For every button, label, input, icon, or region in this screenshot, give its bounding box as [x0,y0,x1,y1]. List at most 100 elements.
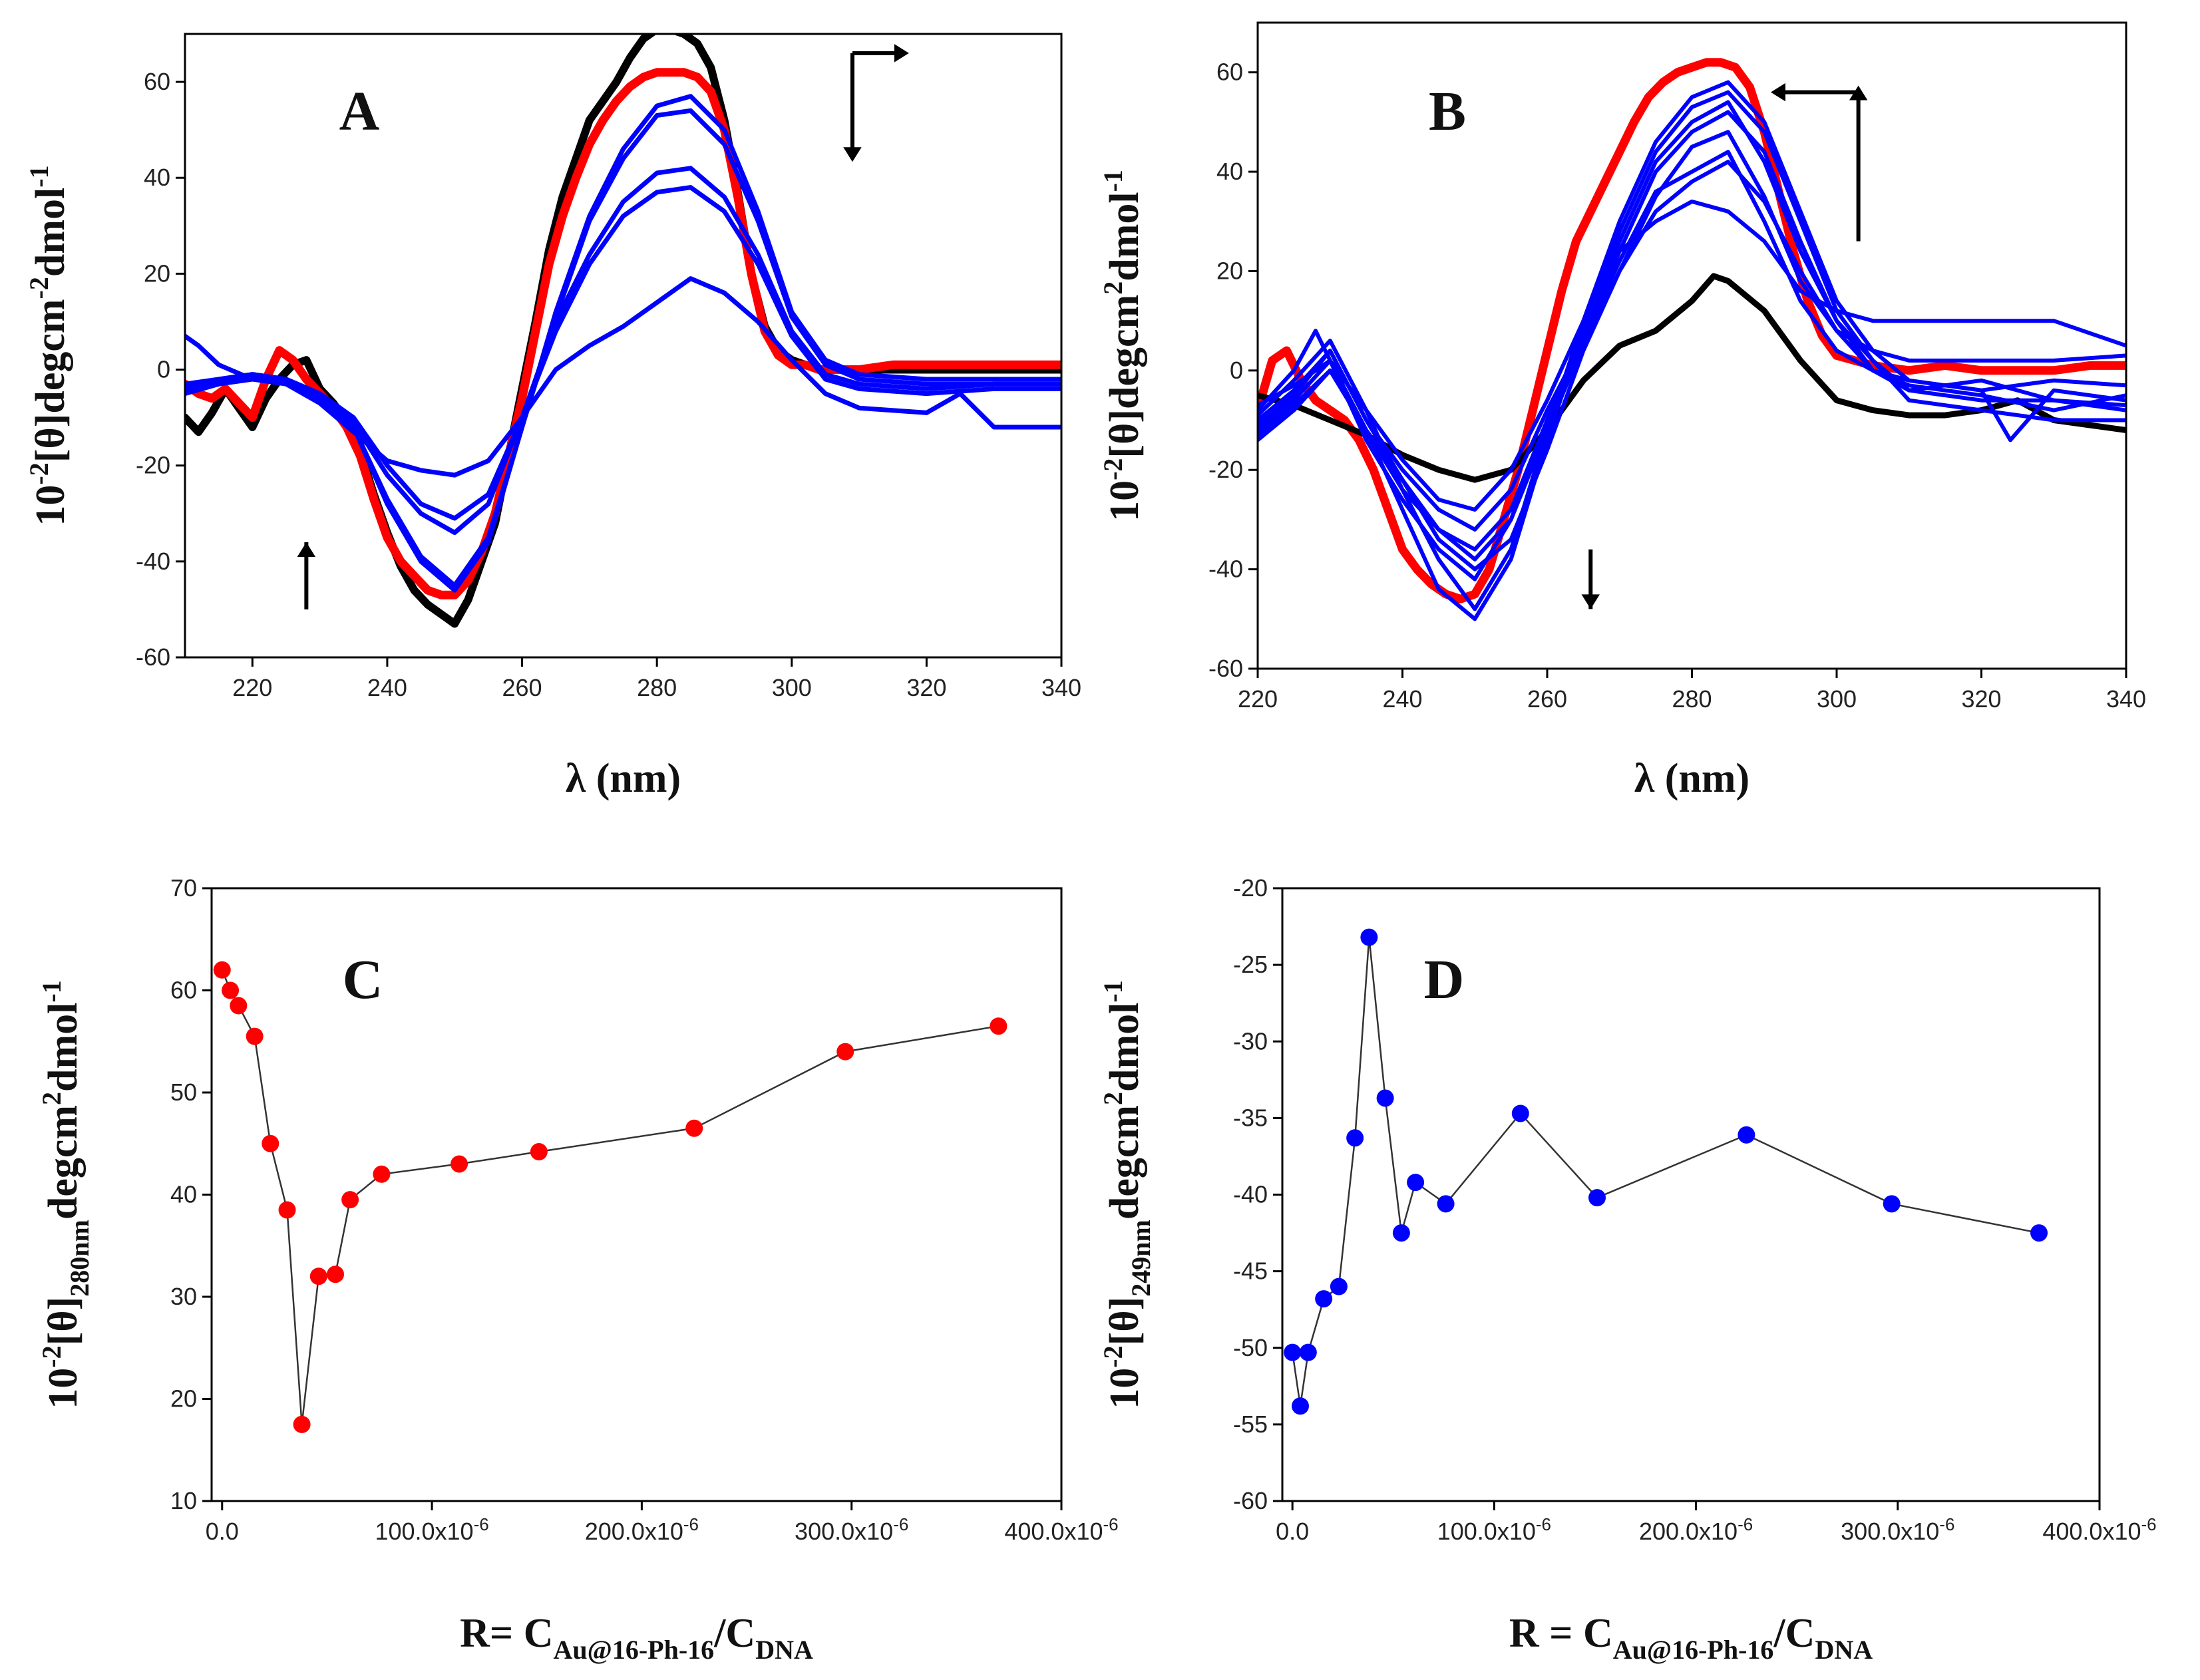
data-point [1511,1104,1529,1122]
x-tick-label: 280 [1672,685,1712,713]
y-tick-label: -60 [1208,655,1243,682]
data-point [1284,1343,1302,1361]
y-tick-label: -60 [136,643,170,671]
x-tick-label: 340 [1041,674,1081,701]
y-label-tail: dmol [1102,192,1147,281]
data-point [222,981,240,999]
y-label-exp: 2 [1098,281,1128,295]
y-label-core: [θ]degcm [28,299,73,462]
y-tick-label: -60 [1233,1487,1268,1514]
x-axis-label: λ (nm) [566,756,681,801]
y-tick-label: -45 [1233,1258,1268,1285]
x-label-main: λ (nm) [566,756,681,801]
x-tick-label: 260 [1527,685,1567,713]
y-tick-label: 60 [144,68,170,95]
y-tick-label: -40 [136,548,170,575]
y-tick-label: 0 [1230,357,1243,384]
y-label-exp: 2 [1098,1092,1128,1105]
plot-frame [210,887,1063,1502]
x-tick-label: 100.0x10-6 [1437,1514,1551,1545]
annotation-arrow [843,44,909,162]
y-tick-label: -35 [1233,1104,1268,1131]
data-point [262,1134,279,1152]
y-label-exp: -1 [37,980,67,1002]
series-line-blue-1 [185,94,1061,593]
x-tick-label-base: 300.0x10 [1841,1518,1939,1545]
x-tick-label-exp: -6 [1939,1514,1954,1534]
y-tick-label: -40 [1233,1181,1268,1208]
x-tick-label-base: 400.0x10 [2042,1518,2141,1545]
y-label-prefix: 10 [41,1368,86,1409]
y-tick-label: 20 [1216,257,1243,284]
series-line-blue-3 [185,166,1061,536]
y-tick-label: -25 [1233,951,1268,978]
x-tick-label: 300 [772,674,812,701]
series-line-blue-6 [1258,160,2126,572]
y-label-tail: dmol [1102,1003,1147,1092]
x-tick-label: 200.0x10-6 [1639,1514,1753,1545]
x-tick-label-base: 400.0x10 [1004,1518,1103,1545]
y-tick-label: 40 [170,1181,197,1208]
x-tick-label: 280 [637,674,677,701]
data-point [1299,1343,1317,1361]
y-label-exp: -2 [24,277,54,299]
x-tick-label: 300 [1817,685,1857,713]
data-point [213,961,231,979]
series-line-red [185,68,1061,599]
x-tick-label: 260 [502,674,542,701]
x-tick-label-base: 300.0x10 [795,1518,893,1545]
x-label-sub: DNA [755,1635,813,1665]
panel-letter: D [1424,949,1465,1011]
x-tick-label: 300.0x10-6 [795,1514,908,1545]
y-axis-label: 10-2[θ]280nmdegcm2dmol-1 [37,980,94,1409]
x-axis-label: R = CAu@16-Ph-16/CDNA [1509,1611,1873,1665]
x-tick-label-exp: -6 [893,1514,908,1534]
y-label-tail: dmol [28,188,73,277]
y-tick-label: 10 [170,1487,197,1514]
connector-line [1291,937,2040,1407]
plot-frame [1281,887,2101,1502]
series-line-blue-7 [1258,199,2126,512]
x-label-main: R = C [1509,1611,1613,1656]
x-label-slash: /C [1773,1611,1815,1656]
data-point [1291,1397,1309,1415]
y-label-exp: -2 [1098,458,1128,480]
data-point [246,1027,264,1045]
data-point [1407,1174,1425,1192]
data-point [1437,1195,1455,1213]
data-point [836,1043,854,1061]
series-line-blue-8 [1258,110,2126,552]
y-label-exp: -2 [37,1345,67,1367]
y-tick-label: 20 [144,259,170,287]
y-label-sub: 280nm [65,1220,94,1297]
x-tick-label-base: 100.0x10 [1437,1518,1536,1545]
x-axis-label: R= CAu@16-Ph-16/CDNA [460,1611,813,1665]
x-tick-label: 220 [232,674,272,701]
x-label-sub: Au@16-Ph-16 [554,1635,715,1665]
x-tick-label: 240 [367,674,407,701]
y-tick-label: 40 [144,164,170,191]
x-axis-label: λ (nm) [1634,756,1749,801]
data-point [341,1191,359,1209]
data-point [373,1165,391,1183]
x-label-main: λ (nm) [1634,756,1749,801]
x-tick-label-exp: -6 [2141,1514,2157,1534]
y-label-core: [θ] [1102,1297,1147,1346]
x-tick-label-base: 200.0x10 [1639,1518,1738,1545]
x-tick-label-exp: -6 [474,1514,489,1534]
y-axis-label: 10-2[θ]249nmdegcm2dmol-1 [1098,980,1156,1409]
data-point [1315,1290,1333,1308]
series-line-blue-4 [1258,80,2126,611]
y-label-exp: -1 [24,165,54,187]
y-label-tail: dmol [41,1003,86,1092]
y-label-mid: degcm [1102,1105,1147,1220]
arrow-head [1581,594,1600,609]
x-tick-label: 200.0x10-6 [585,1514,699,1545]
data-point [530,1143,548,1161]
series-line-blue-5 [185,276,1061,478]
panel-letter: C [343,949,383,1011]
x-tick-label: 0.0 [1276,1518,1309,1545]
y-label-prefix: 10 [1102,1368,1147,1409]
